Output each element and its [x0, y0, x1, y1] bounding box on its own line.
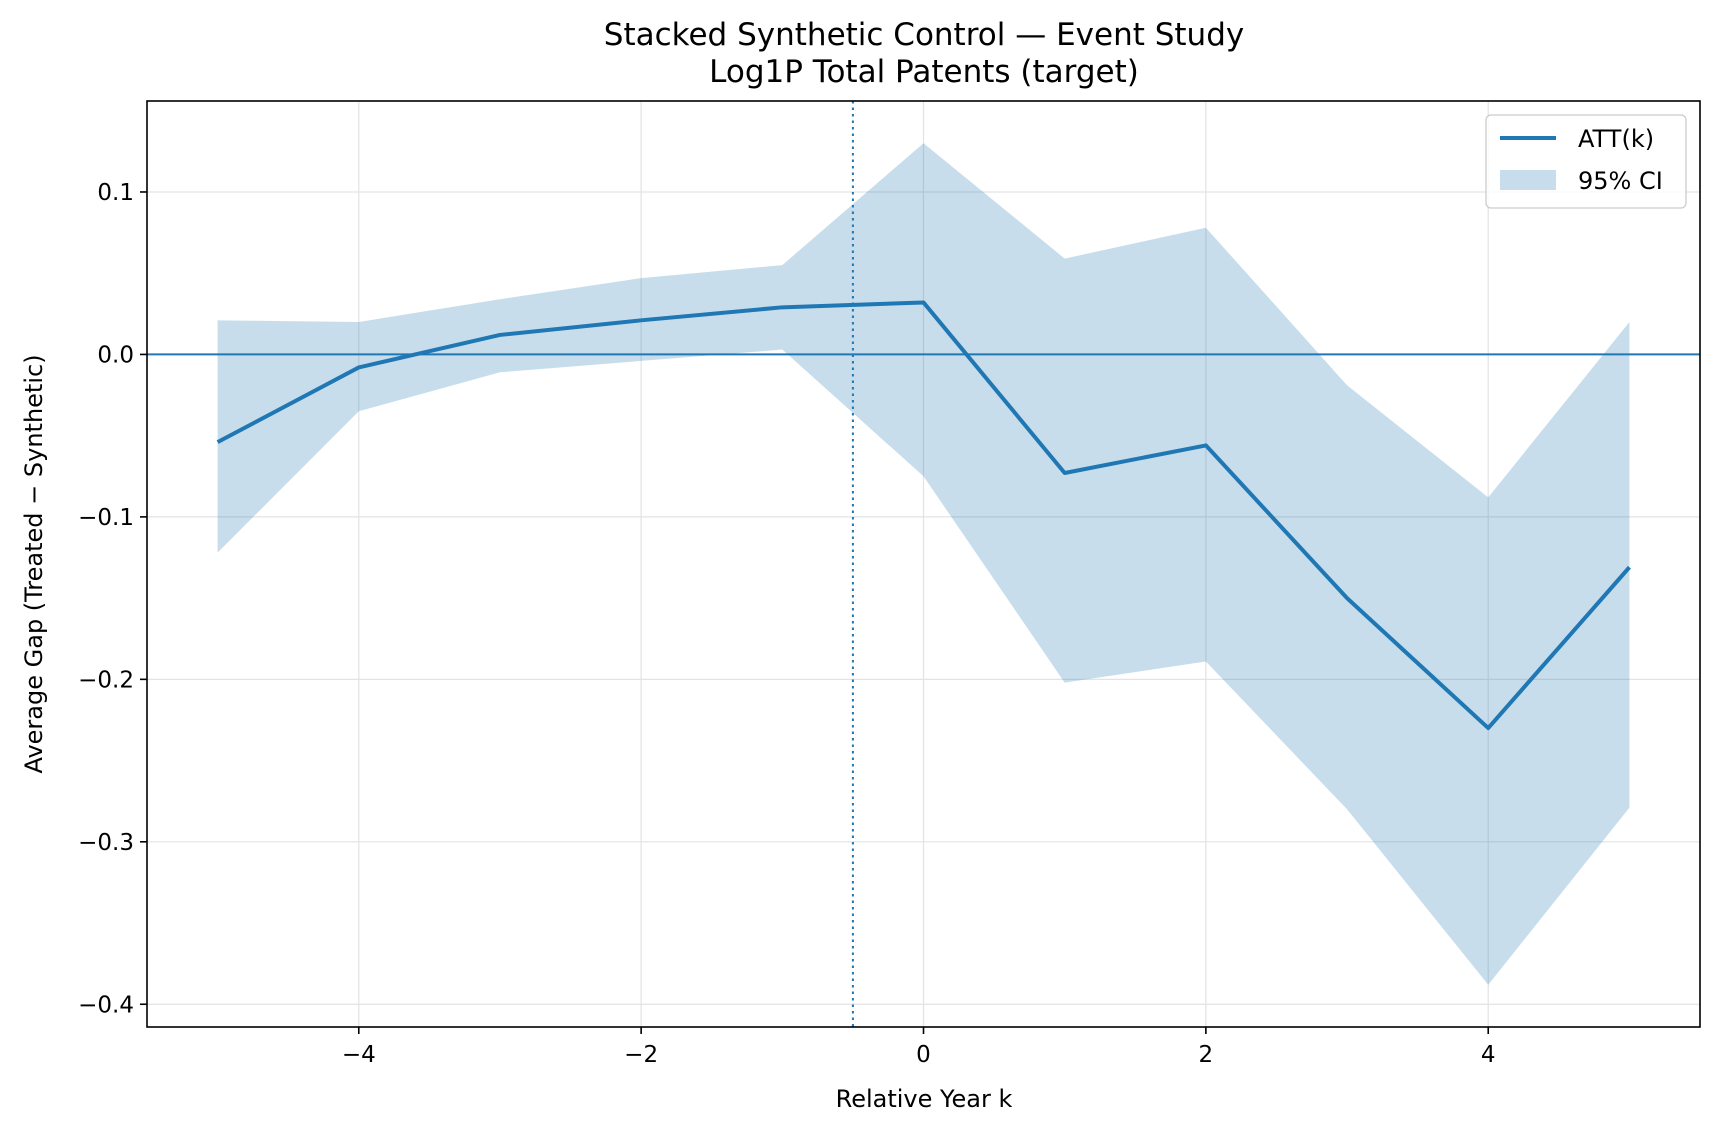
y-tick-label: −0.4 — [78, 992, 134, 1018]
x-axis-label: Relative Year k — [836, 1085, 1013, 1113]
x-tick-label: −2 — [624, 1042, 658, 1068]
y-tick-label: −0.2 — [78, 667, 134, 693]
y-tick-label: 0.1 — [97, 180, 134, 206]
x-tick-label: 2 — [1199, 1042, 1214, 1068]
y-tick-label: −0.3 — [78, 830, 134, 856]
legend-label-ci: 95% CI — [1578, 167, 1663, 195]
x-tick-label: −4 — [342, 1042, 376, 1068]
legend-swatch-ci — [1500, 170, 1556, 190]
y-axis-label: Average Gap (Treated − Synthetic) — [20, 354, 48, 773]
chart-subtitle: Log1P Total Patents (target) — [709, 54, 1139, 90]
x-tick-label: 0 — [916, 1042, 931, 1068]
legend: ATT(k) 95% CI — [1485, 114, 1687, 209]
legend-label-att: ATT(k) — [1578, 125, 1654, 153]
axis-ticks: −4 −2 0 2 4 0.1 0.0 −0.1 −0.2 −0.3 −0.4 — [78, 180, 1495, 1068]
y-tick-label: 0.0 — [97, 342, 134, 368]
plot-area — [147, 101, 1700, 1027]
y-tick-label: −0.1 — [78, 505, 134, 531]
chart-title: Stacked Synthetic Control — Event Study — [604, 17, 1244, 53]
x-tick-label: 4 — [1481, 1042, 1496, 1068]
